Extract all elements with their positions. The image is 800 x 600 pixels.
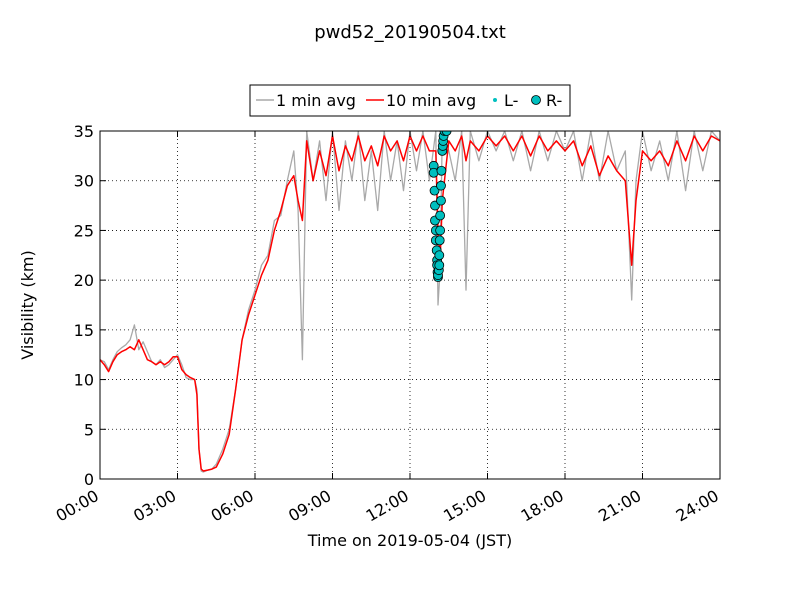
x-tick-label: 00:00 <box>53 486 102 526</box>
y-tick-label: 5 <box>84 420 94 439</box>
r-minus-marker <box>434 250 445 261</box>
series-line-10min <box>100 135 720 472</box>
r-minus-marker <box>436 180 446 191</box>
r-minus-marker <box>435 225 446 236</box>
legend-swatch-l-minus <box>493 98 497 102</box>
axis-ticks: 00:00 03:00 06:00 09:00 12:00 15:00 18:00 21:00… <box>53 122 722 526</box>
r-minus-marker <box>434 235 445 246</box>
x-tick-label: 21:00 <box>595 486 644 526</box>
legend-swatch-r-minus <box>531 95 541 105</box>
y-tick-label: 30 <box>74 172 94 191</box>
series-line-1min <box>100 131 720 473</box>
r-minus-marker <box>436 165 447 176</box>
r-minus-marker <box>441 131 452 136</box>
y-tick-label: 20 <box>74 271 94 290</box>
r-minus-marker <box>435 210 446 221</box>
x-tick-label: 06:00 <box>208 486 257 526</box>
y-tick-label: 35 <box>74 122 94 141</box>
x-tick-label: 03:00 <box>130 486 179 526</box>
x-tick-label: 18:00 <box>518 486 567 526</box>
legend-box <box>249 84 571 117</box>
x-axis-label: Time on 2019-05-04 (JST) <box>307 531 512 550</box>
chart-title: pwd52_20190504.txt <box>314 22 506 43</box>
y-tick-label: 0 <box>84 470 94 489</box>
legend-label-1min: 1 min avg <box>276 91 356 110</box>
x-tick-label: 15:00 <box>440 486 489 526</box>
legend-label-10min: 10 min avg <box>386 91 476 110</box>
y-axis-label: Visibility (km) <box>18 250 37 359</box>
y-tick-label: 15 <box>74 321 94 340</box>
y-tick-label: 10 <box>74 371 94 390</box>
legend-label-l-minus: L- <box>504 91 518 110</box>
legend-label-r-minus: R- <box>546 91 562 110</box>
grid-lines <box>100 131 720 479</box>
y-tick-label: 25 <box>74 221 94 240</box>
legend: 1 min avg 10 min avg L- R- <box>249 84 571 117</box>
r-minus-marker <box>436 195 446 206</box>
x-tick-label: 24:00 <box>673 486 722 526</box>
series-layer <box>100 131 720 473</box>
r-minus-marker <box>434 260 445 271</box>
x-tick-label: 12:00 <box>363 486 412 526</box>
r-minus-marker <box>429 185 440 196</box>
x-tick-label: 09:00 <box>285 486 334 526</box>
